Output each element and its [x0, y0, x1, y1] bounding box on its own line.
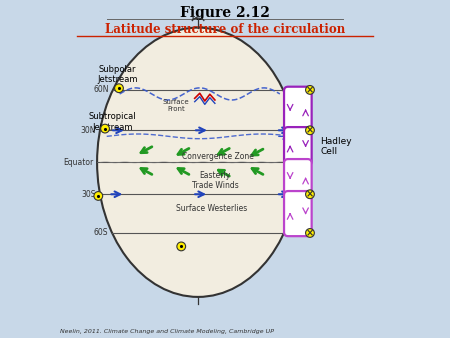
Text: 60N: 60N	[94, 86, 109, 94]
Text: Hadley
Cell: Hadley Cell	[320, 137, 352, 156]
Text: Easterly
Trade Winds: Easterly Trade Winds	[192, 171, 238, 191]
Circle shape	[101, 124, 109, 133]
Text: 60S: 60S	[94, 228, 108, 238]
Text: Neelin, 2011. Climate Change and Climate Modeling, Cambridge UP: Neelin, 2011. Climate Change and Climate…	[60, 329, 274, 334]
Circle shape	[306, 190, 315, 199]
Text: Figure 2.12: Figure 2.12	[180, 6, 270, 20]
FancyBboxPatch shape	[284, 127, 312, 166]
Circle shape	[306, 86, 315, 94]
Circle shape	[306, 126, 315, 135]
Circle shape	[115, 84, 123, 93]
Text: 30S: 30S	[81, 190, 96, 199]
Circle shape	[306, 228, 315, 237]
Circle shape	[177, 242, 185, 251]
Text: 30N: 30N	[81, 126, 96, 135]
Text: Equator: Equator	[63, 158, 93, 167]
Circle shape	[94, 192, 103, 200]
Text: Subpolar
Jetstream: Subpolar Jetstream	[97, 65, 138, 84]
FancyBboxPatch shape	[284, 191, 312, 236]
Text: Subtropical
Jetstream: Subtropical Jetstream	[88, 112, 136, 131]
Ellipse shape	[97, 28, 299, 297]
Text: Surface Westerlies: Surface Westerlies	[176, 204, 247, 213]
Text: Latitude structure of the circulation: Latitude structure of the circulation	[105, 23, 345, 35]
Text: ×: ×	[306, 189, 314, 199]
Text: Surface
Front: Surface Front	[163, 99, 189, 112]
Text: ×: ×	[306, 228, 314, 238]
Text: ×: ×	[306, 85, 314, 95]
Text: Convergence Zone: Convergence Zone	[182, 152, 254, 161]
FancyBboxPatch shape	[284, 159, 312, 197]
FancyBboxPatch shape	[284, 87, 312, 134]
Text: ×: ×	[306, 125, 314, 135]
